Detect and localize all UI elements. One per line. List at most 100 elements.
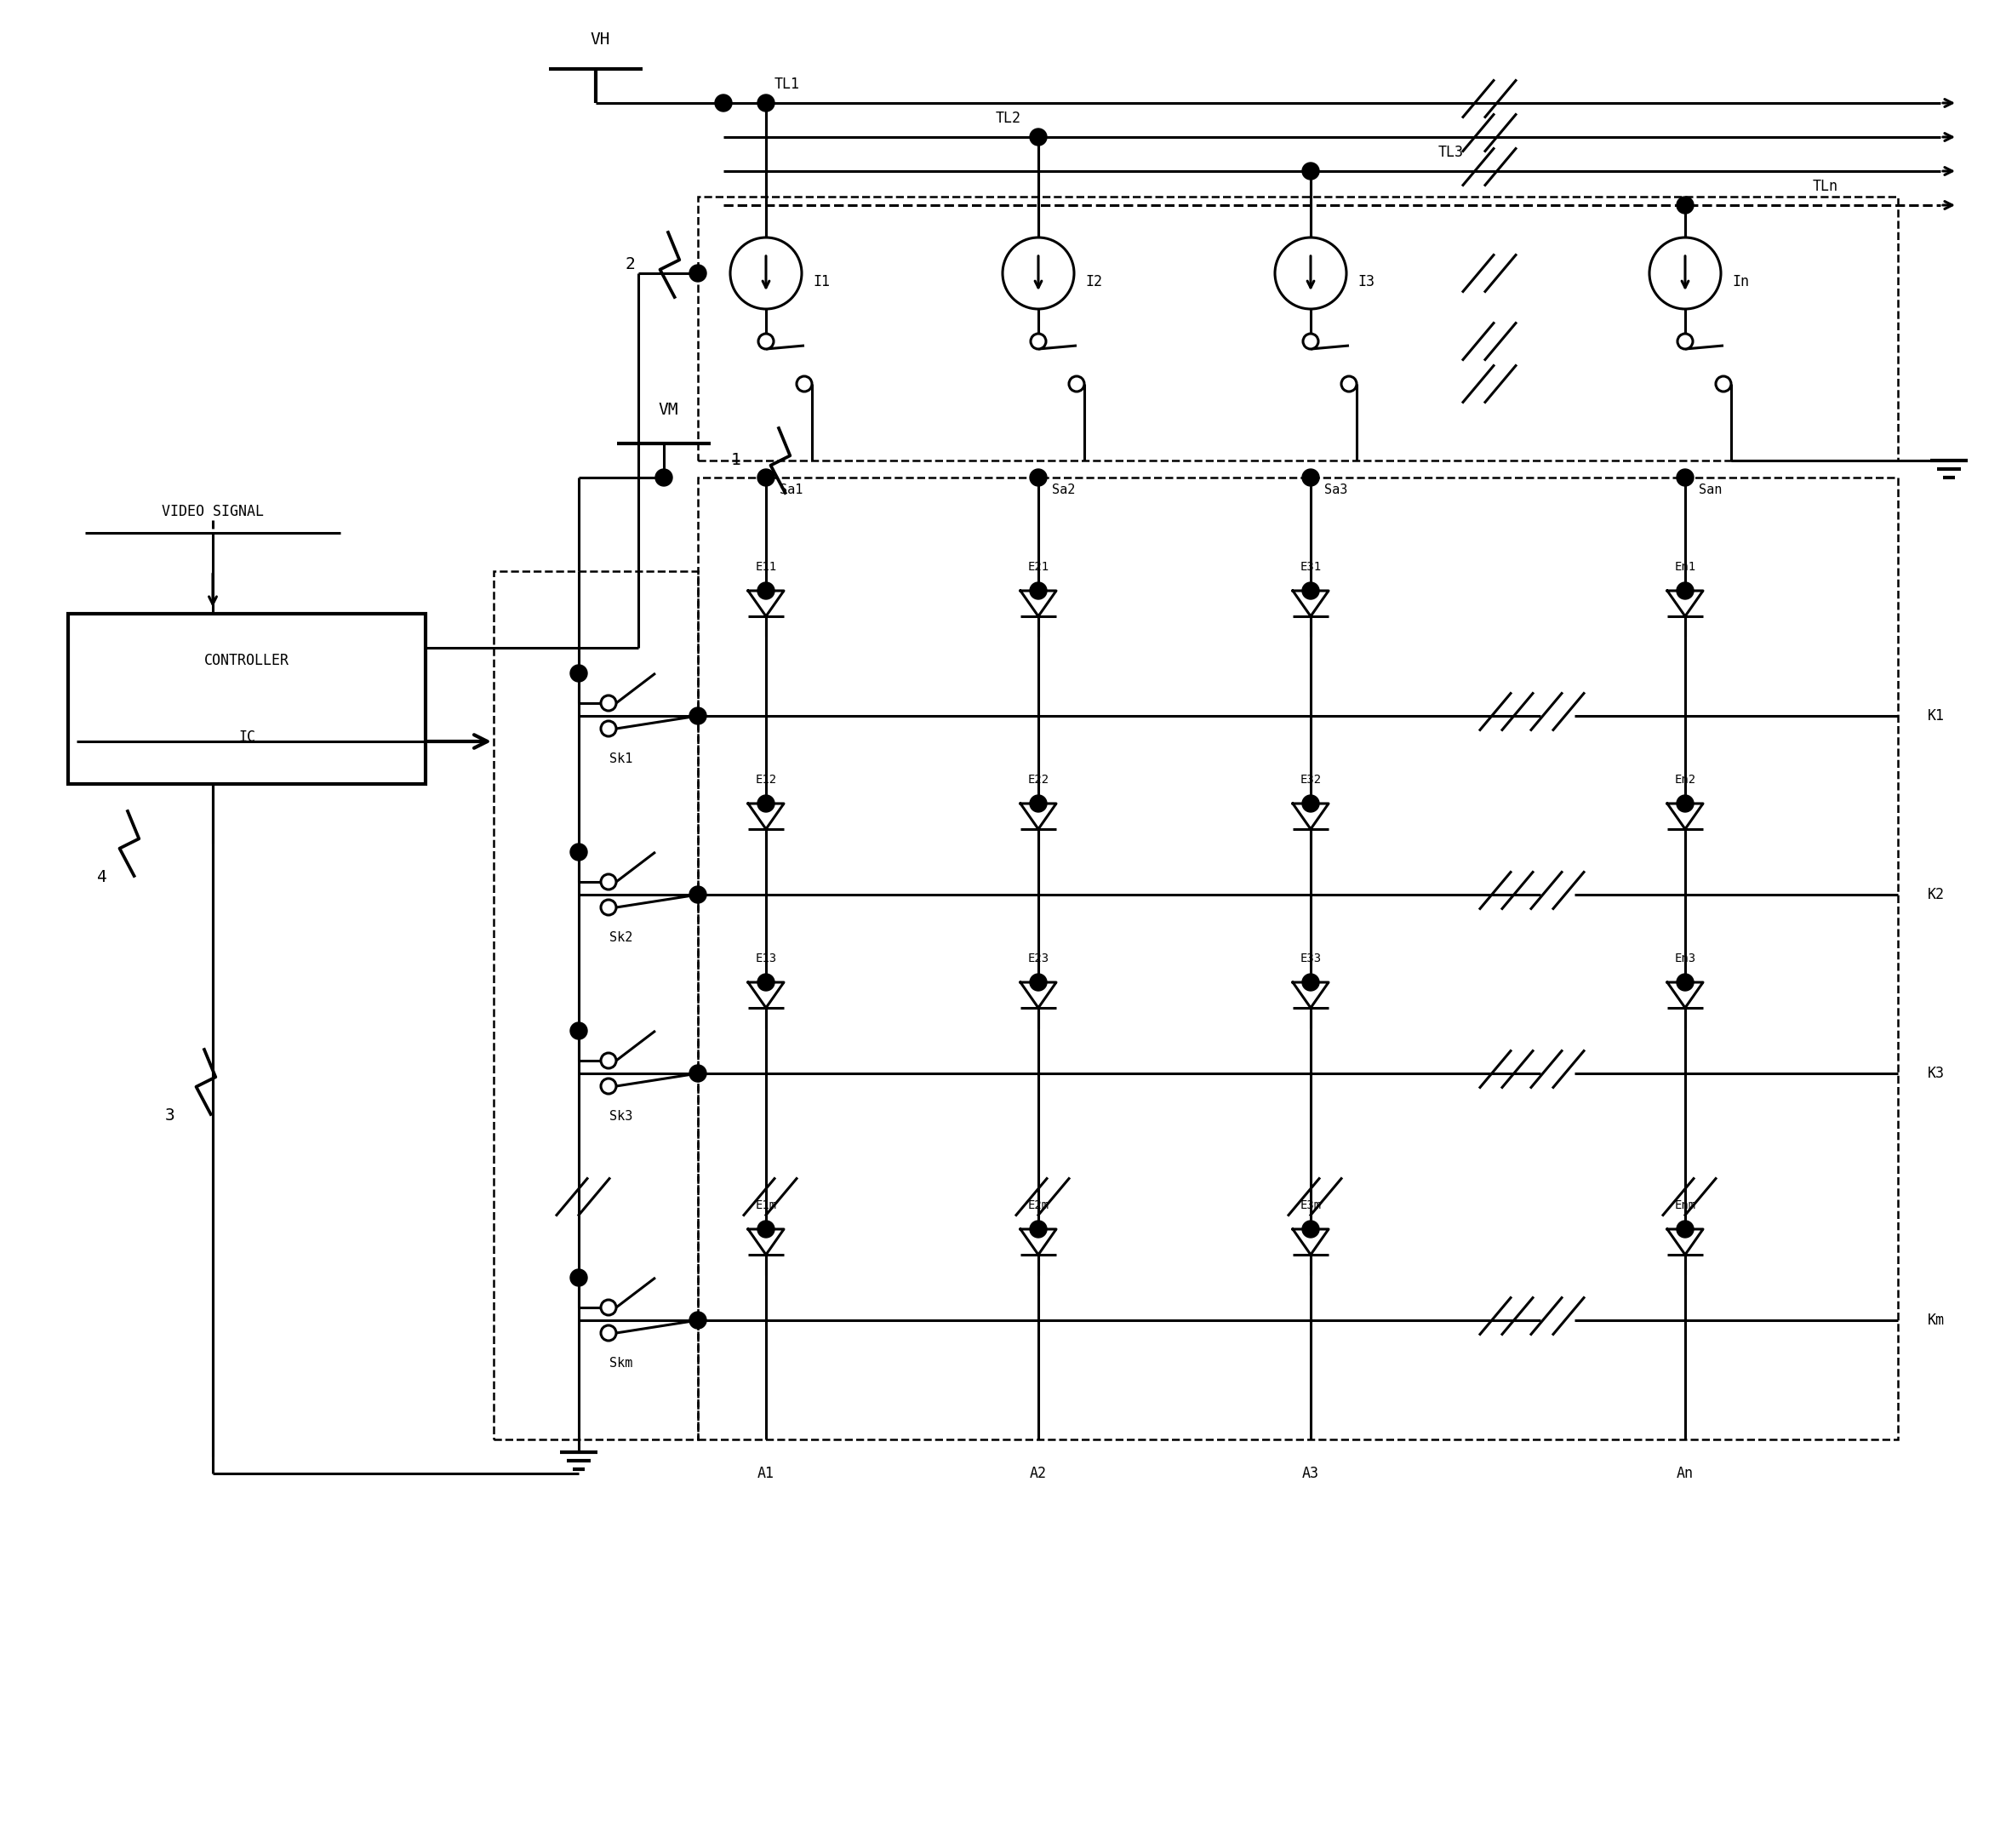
Circle shape <box>1677 582 1693 599</box>
Text: VM: VM <box>658 401 678 418</box>
Text: Km: Km <box>1928 1312 1944 1329</box>
Circle shape <box>1029 795 1047 811</box>
Polygon shape <box>1021 591 1057 615</box>
Circle shape <box>690 708 706 724</box>
Text: In: In <box>1731 274 1749 290</box>
Text: K3: K3 <box>1928 1066 1944 1081</box>
Circle shape <box>570 843 588 861</box>
Circle shape <box>758 334 774 349</box>
Circle shape <box>1029 1222 1047 1238</box>
Text: 1: 1 <box>730 453 740 469</box>
Text: A1: A1 <box>758 1465 774 1480</box>
Text: E1m: E1m <box>756 1199 776 1210</box>
Circle shape <box>1342 377 1356 392</box>
Text: Enm: Enm <box>1675 1199 1695 1210</box>
Text: 2: 2 <box>624 257 634 274</box>
Polygon shape <box>748 591 784 615</box>
Polygon shape <box>1292 804 1328 830</box>
Circle shape <box>1003 238 1073 309</box>
Circle shape <box>1677 1222 1693 1238</box>
Text: E33: E33 <box>1300 952 1322 965</box>
Circle shape <box>1069 377 1085 392</box>
Circle shape <box>758 1222 774 1238</box>
Text: Sa2: Sa2 <box>1053 484 1075 497</box>
Circle shape <box>730 238 802 309</box>
FancyBboxPatch shape <box>68 614 425 784</box>
Text: E12: E12 <box>756 774 776 785</box>
Polygon shape <box>1667 591 1703 615</box>
Circle shape <box>1677 196 1693 214</box>
Circle shape <box>1302 163 1320 179</box>
Polygon shape <box>1021 804 1057 830</box>
Text: Sa1: Sa1 <box>780 484 802 497</box>
Circle shape <box>1029 469 1047 486</box>
Text: 3: 3 <box>164 1107 175 1124</box>
Polygon shape <box>748 983 784 1007</box>
Circle shape <box>1649 238 1721 309</box>
Text: En2: En2 <box>1675 774 1695 785</box>
Text: CONTROLLER: CONTROLLER <box>205 652 289 669</box>
Text: VIDEO SIGNAL: VIDEO SIGNAL <box>162 505 265 519</box>
Circle shape <box>1302 974 1320 991</box>
Polygon shape <box>1292 591 1328 615</box>
Circle shape <box>602 1079 616 1094</box>
Circle shape <box>690 1064 706 1081</box>
Circle shape <box>758 974 774 991</box>
Text: Skm: Skm <box>610 1356 634 1369</box>
Text: K1: K1 <box>1928 708 1944 724</box>
Text: TL2: TL2 <box>995 111 1021 126</box>
Circle shape <box>602 900 616 915</box>
Circle shape <box>690 1312 706 1329</box>
Circle shape <box>1302 582 1320 599</box>
Text: E3m: E3m <box>1300 1199 1322 1210</box>
Circle shape <box>570 1022 588 1039</box>
Text: E31: E31 <box>1300 562 1322 573</box>
Text: Sk2: Sk2 <box>610 931 634 944</box>
Text: IC: IC <box>239 730 255 745</box>
Circle shape <box>758 94 774 111</box>
Circle shape <box>602 695 616 711</box>
Text: 4: 4 <box>96 870 106 885</box>
Text: I2: I2 <box>1085 274 1101 290</box>
Circle shape <box>656 469 672 486</box>
Circle shape <box>758 582 774 599</box>
Circle shape <box>690 264 706 281</box>
Text: TL1: TL1 <box>774 76 800 92</box>
Circle shape <box>570 665 588 682</box>
Text: VH: VH <box>590 31 610 48</box>
Circle shape <box>796 377 812 392</box>
Polygon shape <box>1292 1229 1328 1255</box>
Text: En3: En3 <box>1675 952 1695 965</box>
Circle shape <box>1677 974 1693 991</box>
Circle shape <box>1677 795 1693 811</box>
Polygon shape <box>1292 983 1328 1007</box>
Text: I1: I1 <box>812 274 830 290</box>
Text: E13: E13 <box>756 952 776 965</box>
Polygon shape <box>1667 1229 1703 1255</box>
Circle shape <box>714 94 732 111</box>
Circle shape <box>602 1053 616 1068</box>
Text: An: An <box>1677 1465 1693 1480</box>
Text: E23: E23 <box>1027 952 1049 965</box>
Circle shape <box>1677 469 1693 486</box>
Circle shape <box>1304 334 1318 349</box>
Circle shape <box>602 1299 616 1316</box>
Text: Sk3: Sk3 <box>610 1109 634 1122</box>
Circle shape <box>1715 377 1731 392</box>
Polygon shape <box>1667 804 1703 830</box>
Polygon shape <box>748 804 784 830</box>
Text: I3: I3 <box>1358 274 1374 290</box>
Circle shape <box>602 1325 616 1340</box>
Polygon shape <box>1667 983 1703 1007</box>
Text: Sk1: Sk1 <box>610 752 634 765</box>
Text: A3: A3 <box>1302 1465 1320 1480</box>
Text: E32: E32 <box>1300 774 1322 785</box>
Circle shape <box>758 795 774 811</box>
Circle shape <box>1029 974 1047 991</box>
Text: E22: E22 <box>1027 774 1049 785</box>
Text: K2: K2 <box>1928 887 1944 902</box>
Text: En1: En1 <box>1675 562 1695 573</box>
Text: Sa3: Sa3 <box>1324 484 1348 497</box>
Circle shape <box>1302 1222 1320 1238</box>
Text: E2m: E2m <box>1027 1199 1049 1210</box>
